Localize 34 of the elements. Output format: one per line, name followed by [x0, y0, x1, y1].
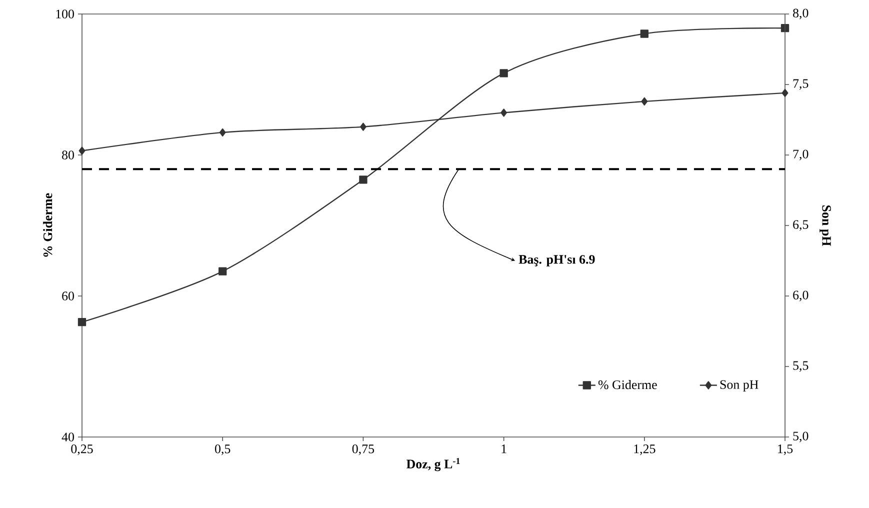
y2-tick-label: 6,5: [793, 220, 808, 231]
x-tick-label: 1,25: [634, 444, 656, 456]
point: [78, 318, 86, 326]
y-tick-label: 100: [56, 10, 74, 18]
y2-tick-label: 7,0: [793, 150, 808, 160]
point: [640, 30, 648, 38]
y2-tick-label: 8,0: [793, 8, 808, 20]
y-tick-label: 40: [62, 432, 74, 442]
y2-tick-label: 7,5: [793, 79, 808, 90]
point: [218, 267, 227, 276]
legend-label: % Giderme: [598, 380, 657, 390]
y2-tick-label: 5,5: [793, 361, 808, 372]
point: [641, 97, 648, 106]
point: [219, 128, 226, 137]
x-axis-title: Doz, g L$^{-1}$: [406, 458, 460, 472]
y2-axis-title: Son pH: [820, 205, 831, 246]
x-tick-label: 1,5: [778, 444, 793, 456]
x-tick-label: 1: [502, 444, 506, 454]
legend-label: Son pH: [720, 380, 758, 392]
y2-tick-label: 5,0: [793, 432, 808, 442]
point: [782, 88, 788, 98]
x-tick-label: 0,25: [71, 444, 93, 456]
y-axis-title: % Giderme: [43, 193, 52, 257]
y-tick-label: 60: [62, 292, 74, 300]
point: [500, 69, 508, 78]
point: [500, 108, 508, 117]
point: [359, 176, 368, 184]
point: [78, 146, 86, 155]
y-tick-label: 80: [62, 150, 74, 160]
y2-tick-label: 6,0: [793, 290, 808, 302]
point: [360, 122, 366, 131]
x-tick-label: 0,75: [352, 444, 374, 456]
x-tick-label: 0,5: [215, 444, 230, 456]
legend-label: Baş. pH'sı 6.9: [518, 255, 595, 266]
